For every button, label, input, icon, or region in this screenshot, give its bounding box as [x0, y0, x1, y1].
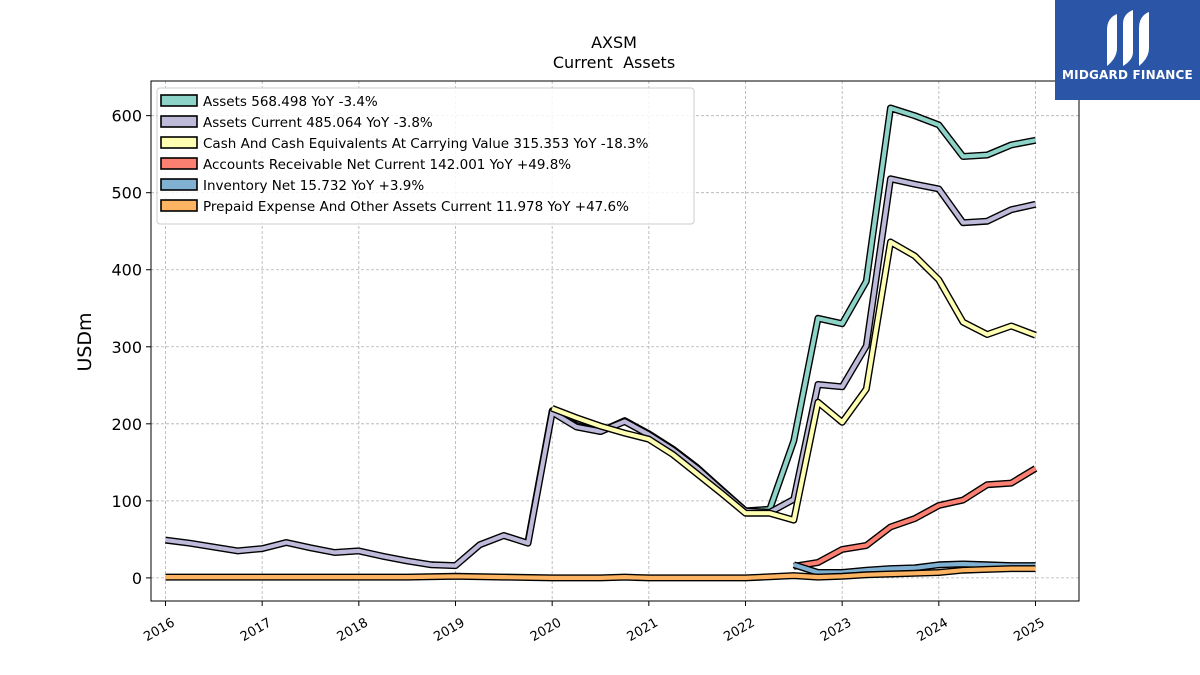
- legend-item: Accounts Receivable Net Current 142.001 …: [160, 157, 571, 173]
- series-line: [551, 239, 1037, 523]
- legend-label: Cash And Cash Equivalents At Carrying Va…: [203, 136, 649, 152]
- series-5: [165, 565, 1036, 582]
- brand-name: MIDGARD FINANCE: [1062, 68, 1193, 82]
- legend-item: Cash And Cash Equivalents At Carrying Va…: [160, 136, 649, 152]
- series-line-outline: [550, 238, 1037, 524]
- y-tick-label: 0: [132, 569, 142, 588]
- x-tick-label: 2025: [1011, 615, 1047, 645]
- midgard-logo-icon: [1107, 10, 1149, 66]
- y-tick-label: 400: [111, 261, 142, 280]
- x-tick-label: 2023: [818, 615, 854, 645]
- brand-logo: MIDGARD FINANCE: [1055, 0, 1200, 100]
- axes-frame: [150, 80, 1080, 602]
- series-line-outline: [165, 175, 1037, 570]
- series-3: [793, 465, 1038, 570]
- legend-swatch: [160, 199, 198, 212]
- legend-item: Assets 568.498 YoY -3.4%: [160, 94, 378, 110]
- x-tick-label: 2016: [141, 615, 177, 645]
- y-axis-label: USDm: [74, 312, 96, 371]
- legend-label: Prepaid Expense And Other Assets Current…: [203, 199, 629, 215]
- series-line: [165, 176, 1036, 568]
- legend-swatch: [160, 136, 198, 149]
- series-2: [550, 238, 1037, 524]
- series-line: [793, 466, 1037, 569]
- chart-subtitle: Current Assets: [553, 53, 675, 72]
- legend-label: Assets Current 485.064 YoY -3.8%: [203, 115, 433, 131]
- legend: Assets 568.498 YoY -3.4% Assets Current 4…: [156, 87, 695, 225]
- legend-swatch: [160, 94, 198, 107]
- legend-label: Inventory Net 15.732 YoY +3.9%: [203, 178, 424, 194]
- legend-item: Prepaid Expense And Other Assets Current…: [160, 199, 629, 215]
- x-tick-label: 2024: [915, 615, 951, 645]
- y-tick-label: 300: [111, 338, 142, 357]
- y-tick-label: 500: [111, 184, 142, 203]
- x-tick-label: 2019: [431, 615, 467, 645]
- series-layer: [165, 104, 1038, 582]
- legend-swatch: [160, 178, 198, 191]
- x-tick-label: 2021: [625, 615, 661, 645]
- y-tick-label: 100: [111, 492, 142, 511]
- chart-title: AXSM: [591, 33, 637, 52]
- x-tick-label: 2020: [528, 615, 564, 645]
- legend-item: Assets Current 485.064 YoY -3.8%: [160, 115, 433, 131]
- legend-item: Inventory Net 15.732 YoY +3.9%: [160, 178, 424, 194]
- x-tick-label: 2017: [238, 615, 274, 645]
- x-tick-label: 2018: [335, 615, 371, 645]
- legend-label: Assets 568.498 YoY -3.4%: [203, 94, 378, 110]
- legend-swatch: [160, 115, 198, 128]
- legend-label: Accounts Receivable Net Current 142.001 …: [203, 157, 571, 173]
- y-tick-label: 600: [111, 107, 142, 126]
- x-tick-label: 2022: [721, 615, 757, 645]
- series-1: [165, 175, 1037, 570]
- series-4: [792, 560, 1036, 576]
- legend-swatch: [160, 157, 198, 170]
- series-line: [165, 566, 1036, 581]
- series-line: [793, 561, 1036, 575]
- legend-box: [156, 87, 695, 225]
- y-tick-label: 200: [111, 415, 142, 434]
